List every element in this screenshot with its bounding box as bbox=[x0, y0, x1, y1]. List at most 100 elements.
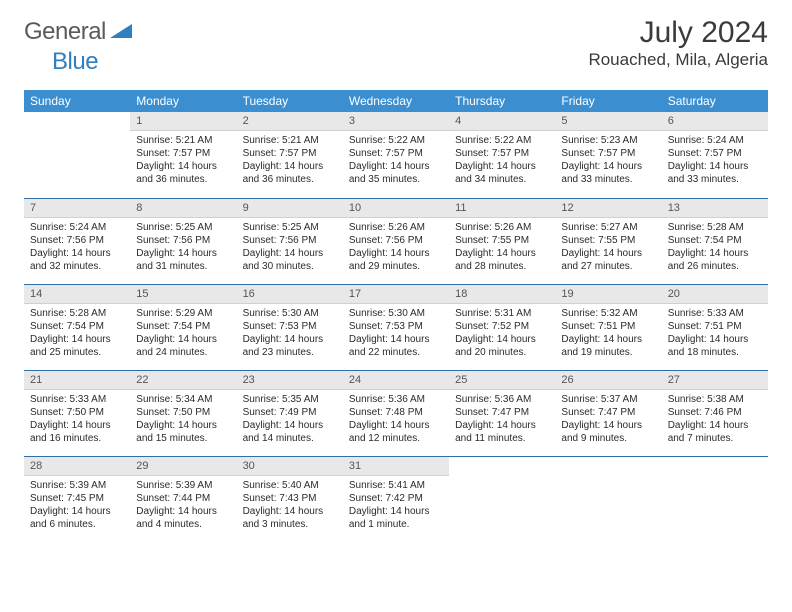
sunrise-line: Sunrise: 5:27 AM bbox=[561, 221, 655, 234]
day-number: 10 bbox=[343, 199, 449, 218]
month-title: July 2024 bbox=[588, 18, 768, 48]
day-details: Sunrise: 5:33 AMSunset: 7:50 PMDaylight:… bbox=[24, 390, 130, 449]
calendar-day-cell: 14Sunrise: 5:28 AMSunset: 7:54 PMDayligh… bbox=[24, 284, 130, 370]
day-details: Sunrise: 5:33 AMSunset: 7:51 PMDaylight:… bbox=[662, 304, 768, 363]
daylight-line: Daylight: 14 hours and 33 minutes. bbox=[668, 160, 762, 186]
sunrise-line: Sunrise: 5:24 AM bbox=[30, 221, 124, 234]
calendar-week-row: 14Sunrise: 5:28 AMSunset: 7:54 PMDayligh… bbox=[24, 284, 768, 370]
sunset-line: Sunset: 7:54 PM bbox=[136, 320, 230, 333]
day-number: 19 bbox=[555, 285, 661, 304]
calendar-empty-cell bbox=[24, 112, 130, 198]
sunrise-line: Sunrise: 5:39 AM bbox=[30, 479, 124, 492]
sunset-line: Sunset: 7:56 PM bbox=[243, 234, 337, 247]
day-number: 6 bbox=[662, 112, 768, 131]
day-details: Sunrise: 5:28 AMSunset: 7:54 PMDaylight:… bbox=[662, 218, 768, 277]
daylight-line: Daylight: 14 hours and 20 minutes. bbox=[455, 333, 549, 359]
calendar-empty-cell bbox=[662, 456, 768, 542]
calendar-day-cell: 9Sunrise: 5:25 AMSunset: 7:56 PMDaylight… bbox=[237, 198, 343, 284]
sunset-line: Sunset: 7:46 PM bbox=[668, 406, 762, 419]
day-details: Sunrise: 5:29 AMSunset: 7:54 PMDaylight:… bbox=[130, 304, 236, 363]
daylight-line: Daylight: 14 hours and 22 minutes. bbox=[349, 333, 443, 359]
weekday-header: Thursday bbox=[449, 90, 555, 112]
calendar-day-cell: 31Sunrise: 5:41 AMSunset: 7:42 PMDayligh… bbox=[343, 456, 449, 542]
day-number: 14 bbox=[24, 285, 130, 304]
calendar-day-cell: 13Sunrise: 5:28 AMSunset: 7:54 PMDayligh… bbox=[662, 198, 768, 284]
sunrise-line: Sunrise: 5:32 AM bbox=[561, 307, 655, 320]
day-number: 31 bbox=[343, 457, 449, 476]
sunrise-line: Sunrise: 5:33 AM bbox=[668, 307, 762, 320]
sunset-line: Sunset: 7:57 PM bbox=[136, 147, 230, 160]
day-details: Sunrise: 5:26 AMSunset: 7:55 PMDaylight:… bbox=[449, 218, 555, 277]
sunrise-line: Sunrise: 5:25 AM bbox=[136, 221, 230, 234]
calendar-week-row: 7Sunrise: 5:24 AMSunset: 7:56 PMDaylight… bbox=[24, 198, 768, 284]
calendar-week-row: 21Sunrise: 5:33 AMSunset: 7:50 PMDayligh… bbox=[24, 370, 768, 456]
day-number: 21 bbox=[24, 371, 130, 390]
sunset-line: Sunset: 7:51 PM bbox=[561, 320, 655, 333]
day-number: 29 bbox=[130, 457, 236, 476]
day-details: Sunrise: 5:24 AMSunset: 7:57 PMDaylight:… bbox=[662, 131, 768, 190]
daylight-line: Daylight: 14 hours and 14 minutes. bbox=[243, 419, 337, 445]
daylight-line: Daylight: 14 hours and 11 minutes. bbox=[455, 419, 549, 445]
day-number: 15 bbox=[130, 285, 236, 304]
calendar-day-cell: 3Sunrise: 5:22 AMSunset: 7:57 PMDaylight… bbox=[343, 112, 449, 198]
day-details: Sunrise: 5:25 AMSunset: 7:56 PMDaylight:… bbox=[130, 218, 236, 277]
sunrise-line: Sunrise: 5:25 AM bbox=[243, 221, 337, 234]
weekday-header: Friday bbox=[555, 90, 661, 112]
sunrise-line: Sunrise: 5:36 AM bbox=[349, 393, 443, 406]
logo-triangle-icon bbox=[110, 22, 132, 43]
calendar-day-cell: 1Sunrise: 5:21 AMSunset: 7:57 PMDaylight… bbox=[130, 112, 236, 198]
day-number: 9 bbox=[237, 199, 343, 218]
logo-word-general: General bbox=[24, 18, 106, 46]
sunrise-line: Sunrise: 5:21 AM bbox=[243, 134, 337, 147]
calendar-day-cell: 24Sunrise: 5:36 AMSunset: 7:48 PMDayligh… bbox=[343, 370, 449, 456]
day-details: Sunrise: 5:30 AMSunset: 7:53 PMDaylight:… bbox=[343, 304, 449, 363]
sunrise-line: Sunrise: 5:40 AM bbox=[243, 479, 337, 492]
day-details: Sunrise: 5:30 AMSunset: 7:53 PMDaylight:… bbox=[237, 304, 343, 363]
daylight-line: Daylight: 14 hours and 18 minutes. bbox=[668, 333, 762, 359]
sunset-line: Sunset: 7:53 PM bbox=[349, 320, 443, 333]
sunrise-line: Sunrise: 5:21 AM bbox=[136, 134, 230, 147]
daylight-line: Daylight: 14 hours and 32 minutes. bbox=[30, 247, 124, 273]
calendar-week-row: 1Sunrise: 5:21 AMSunset: 7:57 PMDaylight… bbox=[24, 112, 768, 198]
daylight-line: Daylight: 14 hours and 29 minutes. bbox=[349, 247, 443, 273]
daylight-line: Daylight: 14 hours and 33 minutes. bbox=[561, 160, 655, 186]
sunset-line: Sunset: 7:52 PM bbox=[455, 320, 549, 333]
sunrise-line: Sunrise: 5:38 AM bbox=[668, 393, 762, 406]
sunrise-line: Sunrise: 5:31 AM bbox=[455, 307, 549, 320]
sunrise-line: Sunrise: 5:36 AM bbox=[455, 393, 549, 406]
sunrise-line: Sunrise: 5:28 AM bbox=[668, 221, 762, 234]
sunrise-line: Sunrise: 5:33 AM bbox=[30, 393, 124, 406]
sunset-line: Sunset: 7:43 PM bbox=[243, 492, 337, 505]
sunset-line: Sunset: 7:56 PM bbox=[30, 234, 124, 247]
day-details: Sunrise: 5:40 AMSunset: 7:43 PMDaylight:… bbox=[237, 476, 343, 535]
calendar-empty-cell bbox=[449, 456, 555, 542]
daylight-line: Daylight: 14 hours and 3 minutes. bbox=[243, 505, 337, 531]
day-details: Sunrise: 5:23 AMSunset: 7:57 PMDaylight:… bbox=[555, 131, 661, 190]
sunrise-line: Sunrise: 5:29 AM bbox=[136, 307, 230, 320]
calendar-day-cell: 22Sunrise: 5:34 AMSunset: 7:50 PMDayligh… bbox=[130, 370, 236, 456]
calendar-empty-cell bbox=[555, 456, 661, 542]
weekday-header-row: Sunday Monday Tuesday Wednesday Thursday… bbox=[24, 90, 768, 112]
day-details: Sunrise: 5:32 AMSunset: 7:51 PMDaylight:… bbox=[555, 304, 661, 363]
sunrise-line: Sunrise: 5:39 AM bbox=[136, 479, 230, 492]
day-number: 7 bbox=[24, 199, 130, 218]
daylight-line: Daylight: 14 hours and 23 minutes. bbox=[243, 333, 337, 359]
day-details: Sunrise: 5:27 AMSunset: 7:55 PMDaylight:… bbox=[555, 218, 661, 277]
calendar-day-cell: 4Sunrise: 5:22 AMSunset: 7:57 PMDaylight… bbox=[449, 112, 555, 198]
calendar-day-cell: 20Sunrise: 5:33 AMSunset: 7:51 PMDayligh… bbox=[662, 284, 768, 370]
daylight-line: Daylight: 14 hours and 4 minutes. bbox=[136, 505, 230, 531]
daylight-line: Daylight: 14 hours and 28 minutes. bbox=[455, 247, 549, 273]
calendar-day-cell: 27Sunrise: 5:38 AMSunset: 7:46 PMDayligh… bbox=[662, 370, 768, 456]
day-number: 30 bbox=[237, 457, 343, 476]
sunrise-line: Sunrise: 5:22 AM bbox=[349, 134, 443, 147]
daylight-line: Daylight: 14 hours and 7 minutes. bbox=[668, 419, 762, 445]
day-number: 25 bbox=[449, 371, 555, 390]
calendar-day-cell: 5Sunrise: 5:23 AMSunset: 7:57 PMDaylight… bbox=[555, 112, 661, 198]
daylight-line: Daylight: 14 hours and 6 minutes. bbox=[30, 505, 124, 531]
calendar-day-cell: 30Sunrise: 5:40 AMSunset: 7:43 PMDayligh… bbox=[237, 456, 343, 542]
calendar-day-cell: 28Sunrise: 5:39 AMSunset: 7:45 PMDayligh… bbox=[24, 456, 130, 542]
sunset-line: Sunset: 7:57 PM bbox=[455, 147, 549, 160]
calendar-day-cell: 21Sunrise: 5:33 AMSunset: 7:50 PMDayligh… bbox=[24, 370, 130, 456]
logo-word-blue: Blue bbox=[52, 48, 98, 75]
day-number: 28 bbox=[24, 457, 130, 476]
